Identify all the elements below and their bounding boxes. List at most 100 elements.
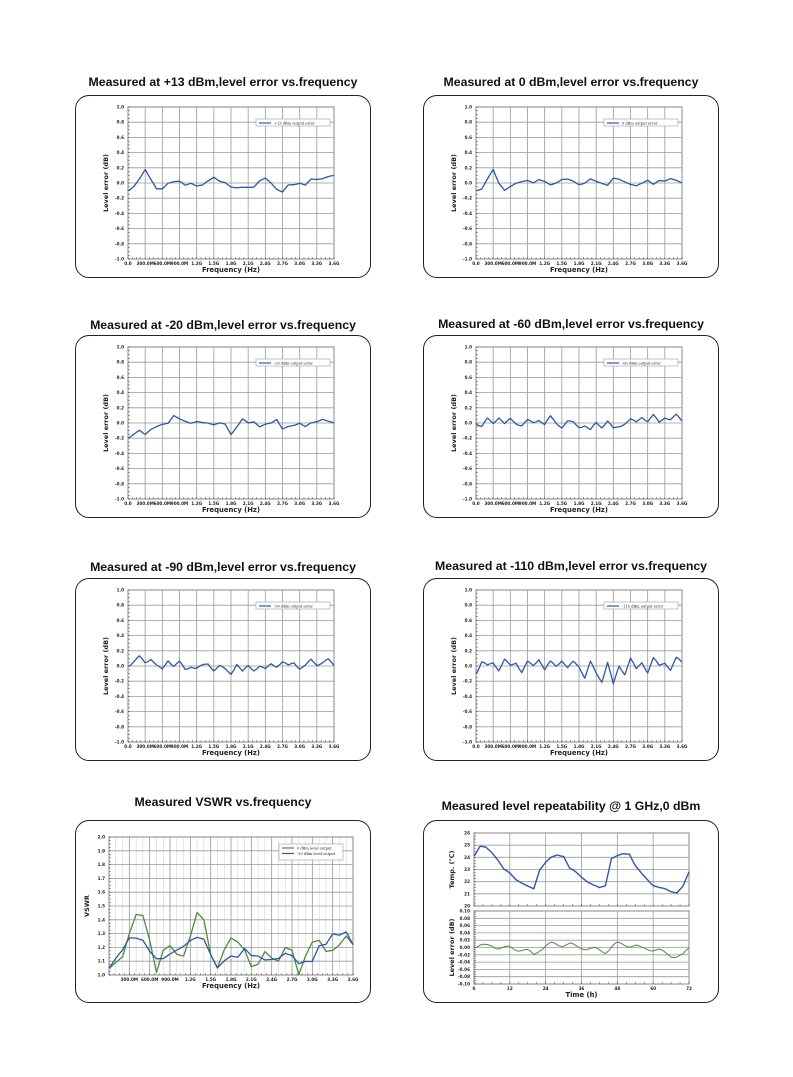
y-tick-label: 25 (464, 843, 470, 848)
x-tick-label: 0.0 (472, 744, 480, 749)
chart-svg: 0.0 300.0M 600.0M 900.0M 1.2G 1.5G 1.8G 2.1G 2.4… (102, 105, 340, 275)
y-tick-label: -1.0 (115, 497, 124, 502)
y-tick-label: -0.8 (115, 481, 124, 486)
y-tick-label: -0.8 (115, 241, 124, 246)
legend-label: 0 dBm output error (622, 121, 658, 125)
y-tick-label: 0.2 (465, 165, 473, 170)
y-tick-label: 24 (464, 855, 470, 860)
x-tick-label: 2.7G (625, 501, 636, 506)
x-tick-label: 1.5G (556, 501, 567, 506)
chart-svg: 0.0 300.0M 600.0M 900.0M 1.2G 1.5G 1.8G 2.1G 2.4… (450, 345, 688, 515)
legend: -60 dBm output error (603, 358, 679, 367)
x-tick-label: 300.0M (136, 261, 153, 266)
series-line (475, 413, 683, 431)
x-tick-label: 3.0G (294, 261, 305, 266)
y-tick-label: -0.6 (463, 226, 472, 231)
x-tick-label: 2.7G (277, 501, 288, 506)
x-tick-label: 300.0M (484, 261, 501, 266)
y-tick-label: 1.4 (98, 917, 106, 922)
y-tick-label: 1.1 (98, 959, 106, 964)
y-tick-label: -0.2 (115, 679, 124, 684)
series-line (473, 941, 690, 959)
y-tick-label: 0.0 (117, 181, 125, 186)
legend: -20 dBm output error (255, 358, 331, 367)
y-axis-label: Level error (dB) (450, 154, 458, 212)
legend-box (603, 358, 679, 367)
legend-label: -60 dBm output error (622, 361, 661, 365)
series-line (127, 655, 335, 676)
x-tick-label: 300.0M (484, 744, 501, 749)
x-tick-label: 900.0M (519, 501, 536, 506)
legend-label: +13 dBm output error (274, 121, 315, 125)
series-line (475, 656, 683, 685)
x-tick-label: 3.3G (659, 501, 670, 506)
y-tick-label: -0.06 (458, 967, 470, 972)
y-tick-label: -0.4 (463, 451, 472, 456)
y-tick-label: 0.04 (460, 930, 470, 935)
series-line (108, 931, 354, 969)
y-tick-label: 1.0 (465, 345, 473, 350)
y-tick-label: 0.06 (460, 923, 470, 928)
y-tick-label: -0.08 (458, 974, 470, 979)
chart-frame: 300.0M 600.0M 900.0M 1.2G 1.5G 1.8G 2.1G 2.4G 2.… (75, 820, 371, 1003)
x-tick-label: 3.3G (659, 261, 670, 266)
y-tick-label: -1.0 (463, 257, 472, 262)
x-tick-label: 3.3G (327, 977, 338, 982)
legend-label: -10 dBm level output (297, 852, 336, 856)
chart-frame: 0.0 300.0M 600.0M 900.0M 1.2G 1.5G 1.8G 2.1G 2.4… (423, 578, 719, 761)
y-tick-label: 0.2 (117, 648, 125, 653)
x-tick-label: 3.0G (642, 261, 653, 266)
chart-title: Measured at -20 dBm,level error vs.frequ… (90, 318, 356, 332)
x-axis-label: Frequency (Hz) (550, 506, 608, 514)
x-tick-label: 2.7G (625, 744, 636, 749)
chart-svg: 0.0 300.0M 600.0M 900.0M 1.2G 1.5G 1.8G 2.1G 2.4… (450, 588, 688, 758)
y-tick-label: 23 (464, 867, 470, 872)
x-tick-label: 1.8G (226, 744, 237, 749)
x-tick-label: 3.6G (329, 744, 340, 749)
y-tick-label: -0.4 (115, 451, 124, 456)
x-tick-label: 3.3G (311, 744, 322, 749)
y-tick-label: 0.6 (465, 375, 473, 380)
chart-frame: 0.0 300.0M 600.0M 900.0M 1.2G 1.5G 1.8G 2.1G 2.4… (423, 95, 719, 278)
y-tick-label: 0.6 (117, 618, 125, 623)
y-tick-label: -1.0 (463, 740, 472, 745)
x-tick-label: 3.3G (659, 744, 670, 749)
legend-box (255, 358, 331, 367)
y-tick-label: 21 (464, 891, 470, 896)
y-tick-label: 0.0 (465, 421, 473, 426)
legend-label: 0 dBm level output (297, 846, 332, 850)
chart-title: Measured at 0 dBm,level error vs.frequen… (443, 75, 699, 89)
chart-frame: 0.0 300.0M 600.0M 900.0M 1.2G 1.5G 1.8G 2.1G 2.4… (75, 578, 371, 761)
y-tick-label: -1.0 (115, 740, 124, 745)
y-tick-label: 1.0 (117, 345, 125, 350)
y-tick-label: 0.4 (117, 150, 125, 155)
chart-frame: 26 25 24 23 22 21 20 Temp. (℃) 0 12 24 36 48 60 72 0.10… (423, 820, 719, 1003)
series-line (475, 168, 683, 192)
y-tick-label: 0.4 (117, 633, 125, 638)
legend: -110 dBm output error (603, 601, 679, 610)
legend-box (278, 843, 344, 861)
x-axis-label: Frequency (Hz) (202, 506, 260, 514)
x-tick-label: 3.0G (294, 501, 305, 506)
x-tick-label: 1.8G (226, 977, 237, 982)
chart-svg: 0.0 300.0M 600.0M 900.0M 1.2G 1.5G 1.8G 2.1G 2.4… (450, 105, 688, 275)
x-tick-label: 1.5G (208, 261, 219, 266)
y-axis-label: Level error (dB) (450, 637, 458, 695)
chart-title: Measured at +13 dBm,level error vs.frequ… (88, 75, 358, 89)
chart-title: Measured at -110 dBm,level error vs.freq… (434, 559, 708, 573)
x-tick-label: 2.1G (591, 744, 602, 749)
y-tick-label: 0.10 (460, 909, 470, 914)
chart-title: Measured at -60 dBm,level error vs.frequ… (438, 317, 704, 331)
y-tick-label: 1.8 (98, 862, 106, 867)
chart-frame: 0.0 300.0M 600.0M 900.0M 1.2G 1.5G 1.8G 2.1G 2.4… (75, 335, 371, 518)
y-axis-label: Level error (dB) (102, 154, 110, 212)
x-axis-label: Time (h) (565, 991, 597, 999)
x-tick-label: 600.0M (502, 744, 519, 749)
x-tick-label: 2.1G (246, 977, 257, 982)
x-tick-label: 1.5G (556, 261, 567, 266)
y-tick-label: -0.8 (115, 724, 124, 729)
y-tick-label: -1.0 (115, 257, 124, 262)
x-tick-label: 1.8G (226, 501, 237, 506)
legend-label: -90 dBm output error (274, 604, 313, 608)
y-tick-label: -0.2 (115, 436, 124, 441)
